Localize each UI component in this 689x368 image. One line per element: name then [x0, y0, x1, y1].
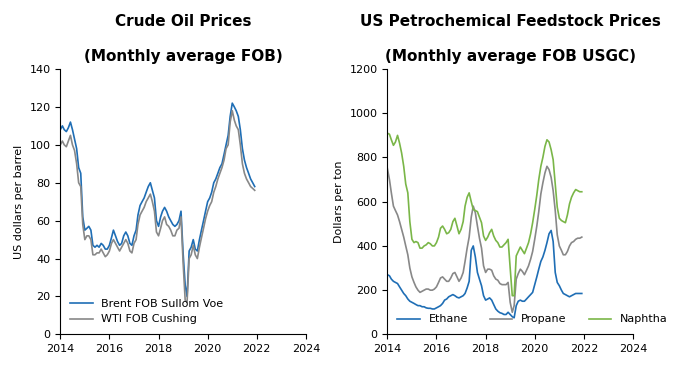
Y-axis label: US dollars per barrel: US dollars per barrel — [14, 145, 24, 259]
Line: Brent FOB Sullom Voe: Brent FOB Sullom Voe — [61, 103, 255, 297]
Line: Naphtha: Naphtha — [387, 133, 582, 296]
Title: US Petrochemical Feedstock Prices

(Monthly average FOB USGC): US Petrochemical Feedstock Prices (Month… — [360, 14, 661, 64]
Y-axis label: Dollars per ton: Dollars per ton — [334, 160, 344, 243]
Title: Crude Oil Prices

(Monthly average FOB): Crude Oil Prices (Monthly average FOB) — [84, 14, 282, 64]
Line: Ethane: Ethane — [387, 230, 582, 318]
Legend: Brent FOB Sullom Voe, WTI FOB Cushing: Brent FOB Sullom Voe, WTI FOB Cushing — [66, 294, 228, 329]
Line: WTI FOB Cushing: WTI FOB Cushing — [61, 111, 255, 302]
Legend: Ethane, Propane, Naphtha: Ethane, Propane, Naphtha — [393, 310, 672, 329]
Line: Propane: Propane — [387, 166, 582, 312]
